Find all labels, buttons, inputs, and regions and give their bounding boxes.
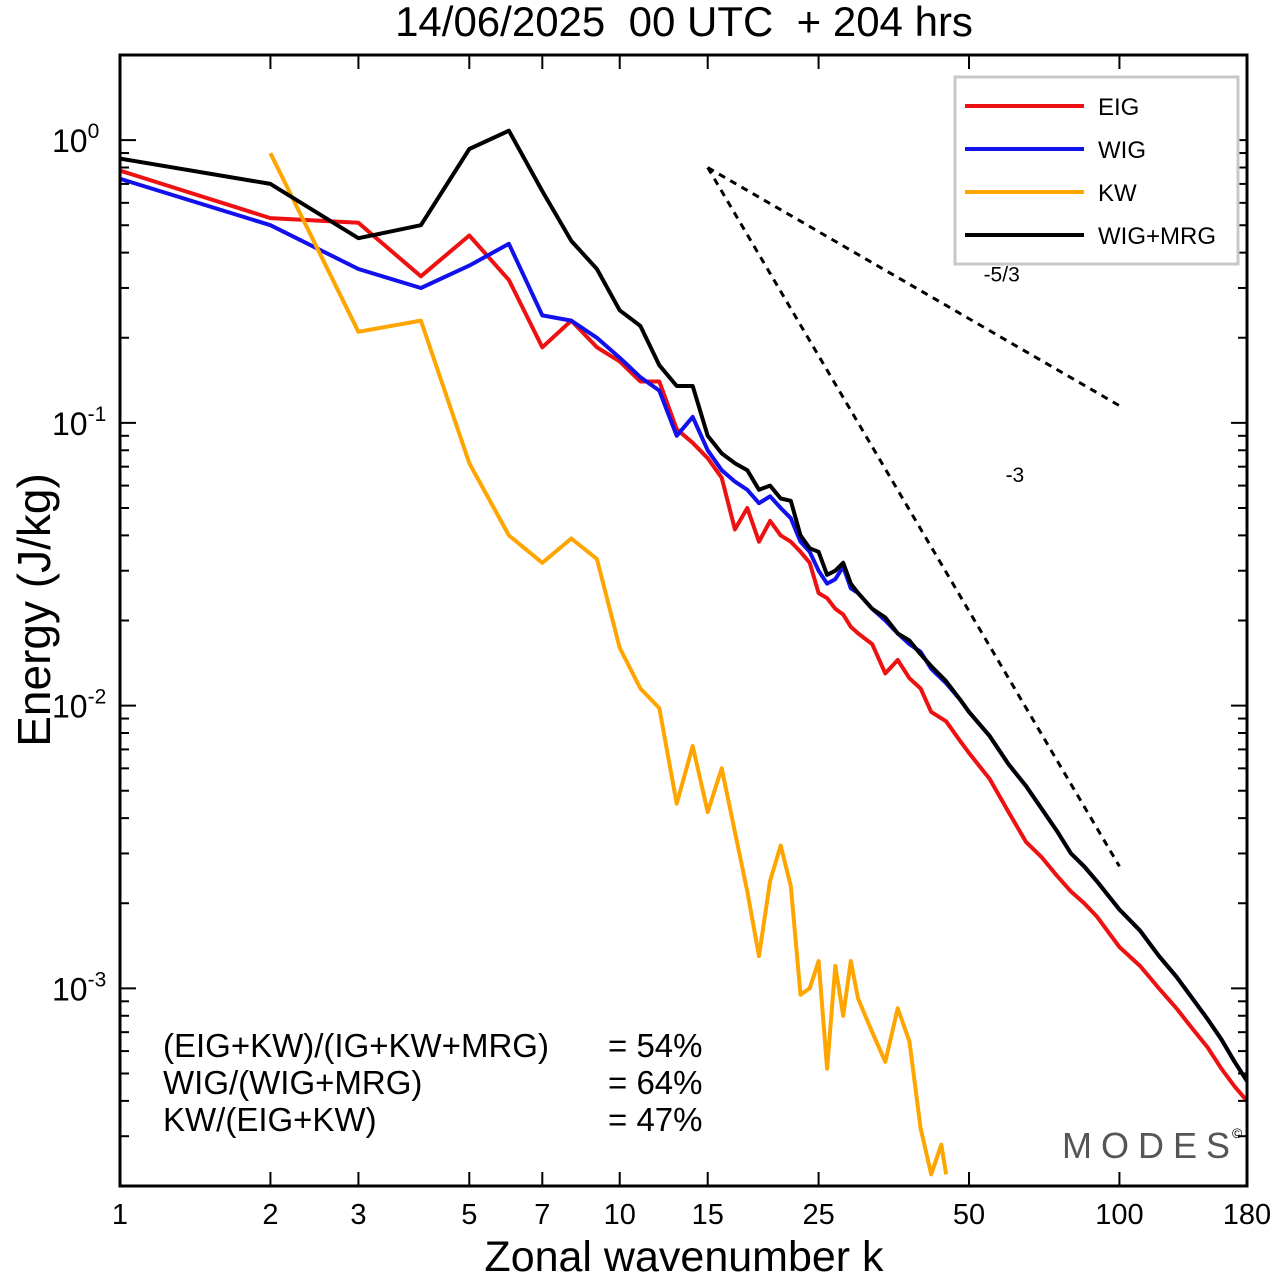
x-tick-label: 10 <box>604 1199 636 1231</box>
x-tick-label: 15 <box>692 1199 724 1231</box>
legend-label-wig: WIG <box>1098 137 1146 164</box>
stat-value: = 64% <box>608 1064 703 1101</box>
x-tick-label: 180 <box>1223 1199 1271 1231</box>
series-line-wig <box>120 176 1247 1083</box>
slope-label-1: -5/3 <box>984 264 1020 287</box>
x-tick-label: 5 <box>461 1199 477 1231</box>
x-tick-label: 3 <box>350 1199 366 1231</box>
x-tick-label: 2 <box>262 1199 278 1231</box>
axis-ticks: 1 2 3 5 7 10 15 25 50 100 180 100 10-1 10-2 10-3 <box>52 54 1271 1231</box>
slope-line-1 <box>706 166 1121 408</box>
y-tick-label: 10-3 <box>52 968 106 1007</box>
legend-label-wig-mrg: WIG+MRG <box>1098 223 1216 250</box>
watermark-copyright: © <box>1232 1125 1243 1141</box>
x-tick-label: 25 <box>802 1199 834 1231</box>
legend: EIG WIG KW WIG+MRG <box>953 75 1240 266</box>
legend-label-kw: KW <box>1098 180 1137 207</box>
slope-line-2 <box>706 166 1121 868</box>
legend-box <box>953 75 1240 266</box>
legend-label-eig: EIG <box>1098 94 1139 121</box>
y-tick-label: 10-1 <box>52 403 106 442</box>
x-tick-label: 7 <box>534 1199 550 1231</box>
reference-slopes: -5/3 -3 <box>706 166 1121 868</box>
y-tick-label: 10-2 <box>52 686 106 725</box>
plot-frame <box>118 53 1249 1188</box>
slope-label-2: -3 <box>1006 464 1025 487</box>
ratio-stats: (EIG+KW)/(IG+KW+MRG) = 54% WIG/(WIG+MRG) = … <box>163 1027 703 1138</box>
series-line-kw <box>268 152 949 1177</box>
x-tick-label: 50 <box>953 1199 985 1231</box>
stat-value: = 47% <box>608 1101 703 1138</box>
series-layer <box>120 128 1247 1177</box>
modes-watermark: MODES © <box>1062 1125 1243 1166</box>
x-tick-label: 100 <box>1095 1199 1143 1231</box>
series-line-wig-mrg <box>120 128 1247 1083</box>
stat-label: KW/(EIG+KW) <box>163 1101 377 1138</box>
stat-label: WIG/(WIG+MRG) <box>163 1064 422 1101</box>
stat-value: = 54% <box>608 1027 703 1064</box>
chart-title: 14/06/2025 00 UTC + 204 hrs <box>395 0 973 45</box>
y-axis-label: Energy (J/kg) <box>8 473 60 747</box>
x-axis-label: Zonal wavenumber k <box>484 1233 884 1281</box>
watermark-text: MODES <box>1062 1125 1239 1166</box>
y-tick-label: 100 <box>52 120 99 159</box>
stat-label: (EIG+KW)/(IG+KW+MRG) <box>163 1027 549 1064</box>
x-tick-label: 1 <box>112 1199 128 1231</box>
series-line-eig <box>120 168 1247 1103</box>
